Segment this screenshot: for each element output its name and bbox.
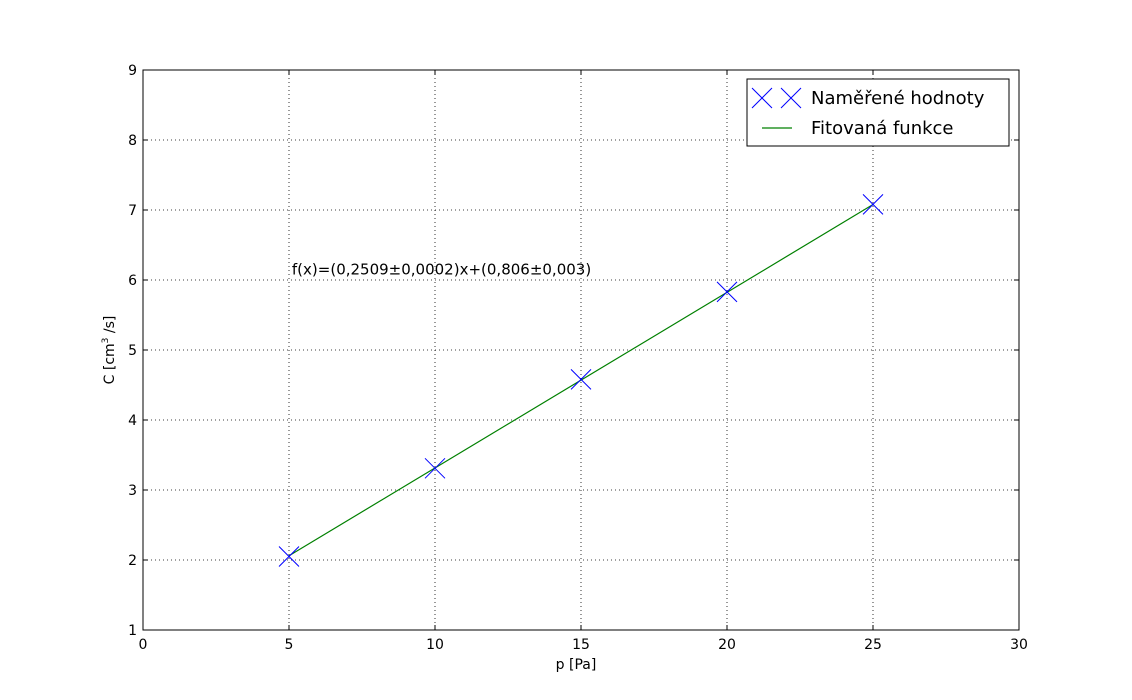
data-point-marker <box>716 281 738 303</box>
y-tick-label: 2 <box>128 553 137 569</box>
x-tick-label: 0 <box>139 637 148 653</box>
data-series <box>278 194 884 567</box>
plot-area-frame <box>142 69 1020 631</box>
axis-ticks: 0 5 10 15 20 25 30 1 2 3 4 5 6 7 8 9 <box>128 63 1028 653</box>
y-tick-label: 5 <box>128 343 137 359</box>
y-tick-label: 6 <box>128 273 137 289</box>
x-tick-label: 15 <box>572 637 590 653</box>
data-point-marker <box>570 369 592 390</box>
y-tick-label: 8 <box>128 133 137 149</box>
y-tick-label: 1 <box>128 623 137 639</box>
legend-label-fit: Fitovaná funkce <box>811 118 954 139</box>
x-axis-label: p [Pa] <box>556 657 597 673</box>
data-point-marker <box>862 194 884 215</box>
y-axis-label: C [cm3 /s] <box>101 316 118 385</box>
x-tick-label: 25 <box>864 637 882 653</box>
x-tick-label: 20 <box>718 637 736 653</box>
fit-line <box>288 203 874 557</box>
y-tick-label: 7 <box>128 203 137 219</box>
x-tick-label: 5 <box>285 637 294 653</box>
legend-label-measured: Naměřené hodnoty <box>811 88 985 109</box>
x-tick-label: 30 <box>1010 637 1028 653</box>
legend: Naměřené hodnoty Fitovaná funkce <box>746 78 1010 147</box>
grid-lines <box>143 70 1019 630</box>
data-point-marker <box>278 546 300 567</box>
y-axis-label-unit: /s] <box>102 316 118 338</box>
fit-equation-annotation: f(x)=(0,2509±0,0002)x+(0,806±0,003) <box>292 261 591 279</box>
legend-box <box>746 78 1010 147</box>
y-axis-label-superscript: 3 <box>101 338 111 344</box>
y-tick-label: 4 <box>128 413 137 429</box>
legend-marker-measured <box>751 87 802 109</box>
data-point-marker <box>424 457 446 479</box>
x-tick-label: 10 <box>426 637 444 653</box>
y-tick-label: 9 <box>128 63 137 79</box>
y-axis-label-main: C [cm <box>102 343 118 384</box>
y-tick-label: 3 <box>128 483 137 499</box>
